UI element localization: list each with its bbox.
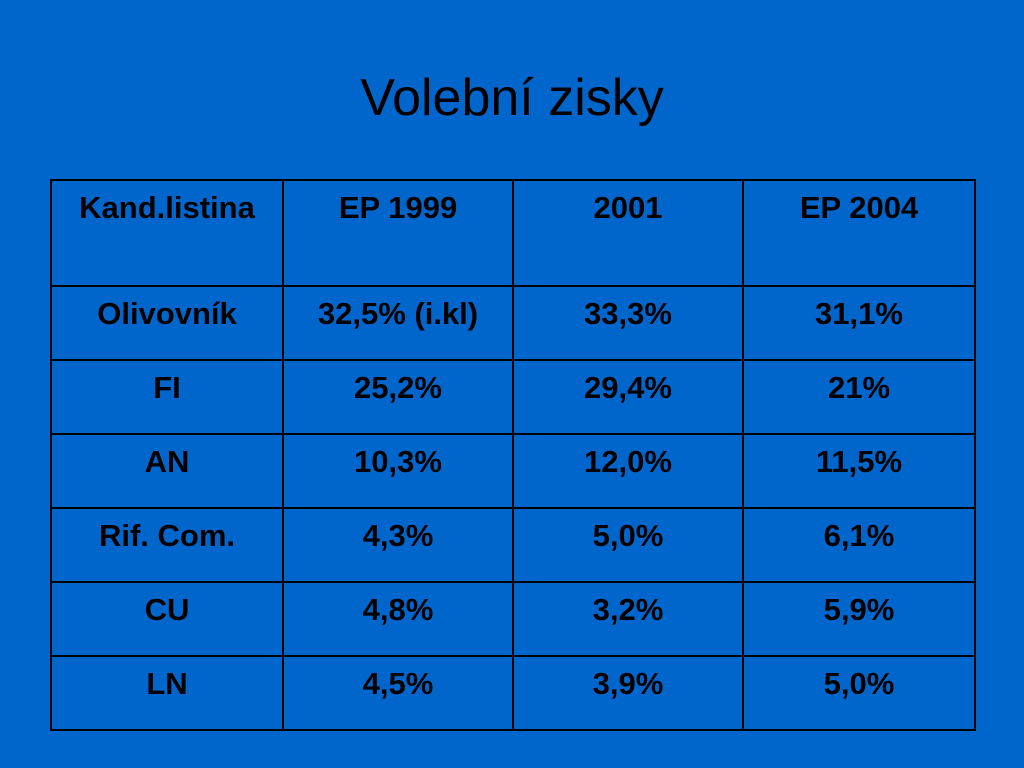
table-cell: CU — [50, 581, 284, 657]
table-header-row: Kand.listina EP 1999 2001 EP 2004 — [50, 179, 976, 287]
table-cell: 4,8% — [282, 581, 514, 657]
table-cell: Olivovník — [50, 285, 284, 361]
header-cell: EP 2004 — [742, 179, 976, 287]
table-cell: 33,3% — [512, 285, 744, 361]
table-cell: Rif. Com. — [50, 507, 284, 583]
header-cell: Kand.listina — [50, 179, 284, 287]
results-table: Kand.listina EP 1999 2001 EP 2004 Olivov… — [50, 179, 976, 731]
table-cell: 3,9% — [512, 655, 744, 731]
table-row: Rif. Com. 4,3% 5,0% 6,1% — [50, 507, 976, 583]
table-row: AN 10,3% 12,0% 11,5% — [50, 433, 976, 509]
table-cell: 6,1% — [742, 507, 976, 583]
table-cell: 29,4% — [512, 359, 744, 435]
table-cell: 32,5% (i.kl) — [282, 285, 514, 361]
table-row: Olivovník 32,5% (i.kl) 33,3% 31,1% — [50, 285, 976, 361]
table-cell: 5,9% — [742, 581, 976, 657]
table-cell: 21% — [742, 359, 976, 435]
table-row: FI 25,2% 29,4% 21% — [50, 359, 976, 435]
table-cell: AN — [50, 433, 284, 509]
table-cell: LN — [50, 655, 284, 731]
table-row: CU 4,8% 3,2% 5,9% — [50, 581, 976, 657]
table-row: LN 4,5% 3,9% 5,0% — [50, 655, 976, 731]
table-cell: 4,3% — [282, 507, 514, 583]
table-cell: 11,5% — [742, 433, 976, 509]
table-cell: FI — [50, 359, 284, 435]
table-cell: 25,2% — [282, 359, 514, 435]
slide-title: Volební zisky — [360, 69, 664, 127]
table-cell: 4,5% — [282, 655, 514, 731]
header-cell: 2001 — [512, 179, 744, 287]
header-cell: EP 1999 — [282, 179, 514, 287]
table-cell: 3,2% — [512, 581, 744, 657]
table-cell: 12,0% — [512, 433, 744, 509]
table-cell: 31,1% — [742, 285, 976, 361]
table-cell: 5,0% — [512, 507, 744, 583]
table-cell: 10,3% — [282, 433, 514, 509]
table-cell: 5,0% — [742, 655, 976, 731]
